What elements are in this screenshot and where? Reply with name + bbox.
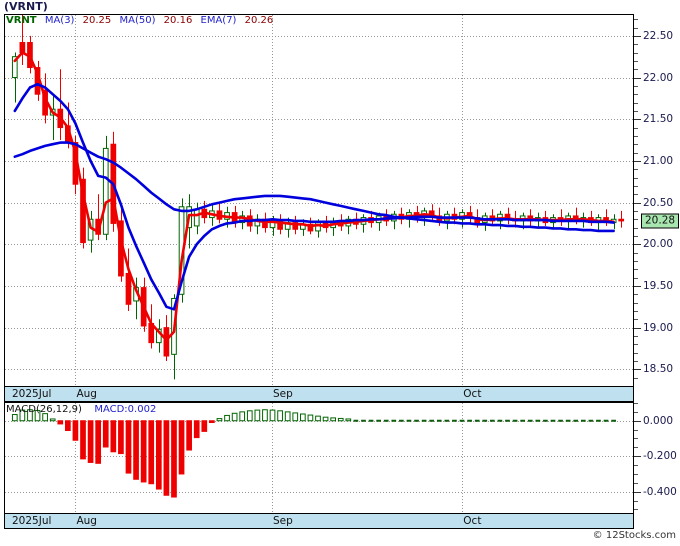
price-minor-tick xyxy=(634,303,638,304)
legend-ma50-value: 20.16 xyxy=(163,15,193,26)
price-minor-tick xyxy=(634,103,638,104)
price-minor-tick xyxy=(634,311,638,312)
price-tick-label: 20.50 xyxy=(643,196,674,209)
price-tick-label: 21.50 xyxy=(643,113,674,126)
price-minor-tick xyxy=(634,61,638,62)
legend-ema7-name: EMA(7) xyxy=(200,15,237,26)
price-minor-tick xyxy=(634,86,638,87)
price-minor-tick xyxy=(634,144,638,145)
price-minor-tick xyxy=(634,219,638,220)
price-minor-tick xyxy=(634,236,638,237)
legend-symbol: VRNT xyxy=(6,15,37,26)
macd-minor-tick xyxy=(634,430,638,431)
price-minor-tick xyxy=(634,44,638,45)
macd-indicator-value: MACD:0.002 xyxy=(94,404,157,415)
legend-ma50-name: MA(50) xyxy=(119,15,156,26)
price-tick-mark xyxy=(634,161,641,162)
macd-tick-label: -0.400 xyxy=(643,485,677,498)
macd-minor-tick xyxy=(634,509,638,510)
price-minor-tick xyxy=(634,378,638,379)
price-minor-tick xyxy=(634,186,638,187)
macd-tick-mark xyxy=(634,421,641,422)
price-tick-mark xyxy=(634,369,641,370)
macd-minor-tick xyxy=(634,447,638,448)
price-minor-tick xyxy=(634,19,638,20)
macd-minor-tick xyxy=(634,403,638,404)
page-title: (VRNT) xyxy=(4,0,48,13)
price-minor-tick xyxy=(634,128,638,129)
macd-minor-tick xyxy=(634,483,638,484)
price-minor-tick xyxy=(634,169,638,170)
price-minor-tick xyxy=(634,319,638,320)
legend-ma3-value: 20.25 xyxy=(82,15,112,26)
macd-minor-tick xyxy=(634,465,638,466)
price-tick-mark xyxy=(634,328,641,329)
price-tick-mark xyxy=(634,203,641,204)
date-axis-label: Oct xyxy=(463,515,482,527)
price-minor-tick xyxy=(634,253,638,254)
macd-tick-label: 0.000 xyxy=(643,414,674,427)
price-tick-label: 21.00 xyxy=(643,154,674,167)
date-axis-label: Sep xyxy=(272,515,293,527)
macd-tick-mark xyxy=(634,492,641,493)
price-minor-tick xyxy=(634,269,638,270)
price-minor-tick xyxy=(634,294,638,295)
price-minor-tick xyxy=(634,94,638,95)
legend-ema7-value: 20.26 xyxy=(244,15,274,26)
price-minor-tick xyxy=(634,336,638,337)
price-axis: 18.50 19.00 19.50 20.00 20.50 21.00 21.50 22.00… xyxy=(634,14,680,387)
footer-credit: © 12Stocks.com xyxy=(592,530,676,541)
legend-ma3-name: MA(3) xyxy=(44,15,75,26)
price-minor-tick xyxy=(634,53,638,54)
price-tick-mark xyxy=(634,244,641,245)
price-tick-label: 20.00 xyxy=(643,238,674,251)
date-axis-price: 2025Jul Aug Sep Oct xyxy=(4,387,634,402)
price-minor-tick xyxy=(634,136,638,137)
macd-minor-tick xyxy=(634,474,638,475)
macd-tick-label: -0.200 xyxy=(643,450,677,463)
price-minor-tick xyxy=(634,361,638,362)
price-minor-tick xyxy=(634,69,638,70)
price-tick-mark xyxy=(634,78,641,79)
price-tick-label: 18.50 xyxy=(643,363,674,376)
price-chart-panel[interactable] xyxy=(4,14,634,387)
date-axis-label: Oct xyxy=(463,388,482,400)
macd-plot xyxy=(5,403,633,513)
current-price-badge: 20.28 xyxy=(641,213,680,229)
price-tick-label: 19.00 xyxy=(643,321,674,334)
price-minor-tick xyxy=(634,178,638,179)
date-axis-label: Aug xyxy=(76,388,97,400)
price-minor-tick xyxy=(634,261,638,262)
price-minor-tick xyxy=(634,211,638,212)
price-minor-tick xyxy=(634,344,638,345)
price-minor-tick xyxy=(634,111,638,112)
macd-legend: MACD(26,12,9) MACD:0.002 xyxy=(6,404,156,416)
macd-chart-panel[interactable] xyxy=(4,402,634,514)
price-minor-tick xyxy=(634,228,638,229)
price-tick-label: 19.50 xyxy=(643,279,674,292)
macd-indicator-name: MACD(26,12,9) xyxy=(6,404,82,415)
price-plot xyxy=(5,15,633,386)
price-tick-label: 22.00 xyxy=(643,71,674,84)
price-minor-tick xyxy=(634,28,638,29)
price-tick-mark xyxy=(634,286,641,287)
date-axis-label: 2025Jul xyxy=(12,515,52,527)
macd-axis: 0.000 -0.200 -0.400 xyxy=(634,402,680,514)
price-minor-tick xyxy=(634,194,638,195)
macd-minor-tick xyxy=(634,412,638,413)
price-minor-tick xyxy=(634,353,638,354)
price-minor-tick xyxy=(634,153,638,154)
price-tick-mark xyxy=(634,119,641,120)
date-axis-label: Aug xyxy=(76,515,97,527)
macd-minor-tick xyxy=(634,438,638,439)
date-axis-macd: 2025Jul Aug Sep Oct xyxy=(4,514,634,529)
price-legend: VRNT MA(3) 20.25 MA(50) 20.16 EMA(7) 20.… xyxy=(6,15,278,27)
price-tick-label: 22.50 xyxy=(643,29,674,42)
date-axis-label: Sep xyxy=(272,388,293,400)
price-minor-tick xyxy=(634,278,638,279)
date-axis-label: 2025Jul xyxy=(12,388,52,400)
macd-tick-mark xyxy=(634,456,641,457)
macd-minor-tick xyxy=(634,501,638,502)
price-tick-mark xyxy=(634,36,641,37)
